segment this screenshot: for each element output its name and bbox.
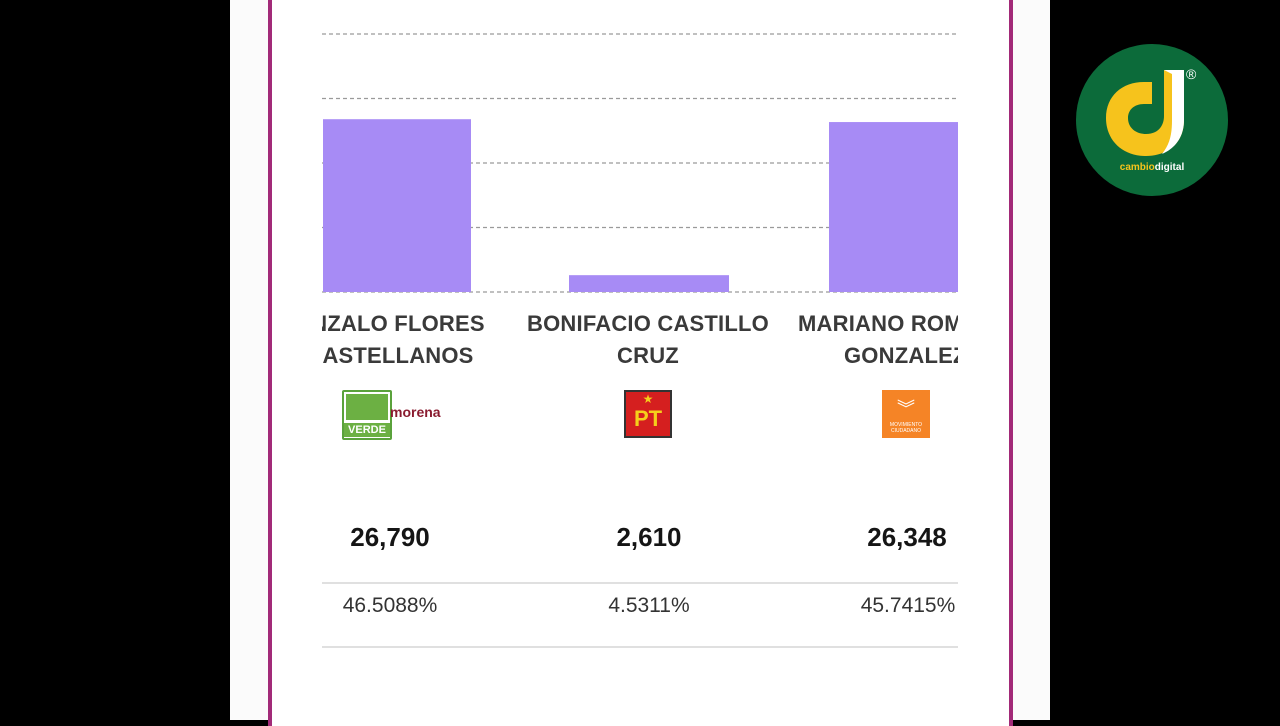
brand-wordmark-b: digital <box>1154 162 1185 173</box>
mc-logo: ︾ MOVIMIENTO CIUDADANO <box>882 390 930 438</box>
mc-logo-text: MOVIMIENTO CIUDADANO <box>889 422 923 434</box>
votes-3: 26,348 <box>867 522 947 552</box>
bar-3 <box>829 122 958 293</box>
registered-mark: ® <box>1186 66 1197 82</box>
chart-viewport: NZALO FLORES ASTELLANOS BONIFACIO CASTIL… <box>322 0 958 720</box>
toucan-icon <box>346 394 388 420</box>
bar-1 <box>323 119 471 292</box>
brand-wordmark-a: cambio <box>1119 162 1155 173</box>
candidate-name-3-line2: GONZALEZ <box>844 343 958 368</box>
candidate-name-1: NZALO FLORES ASTELLANOS <box>322 308 528 372</box>
pt-logo: ★ PT <box>624 390 672 438</box>
votes-2: 2,610 <box>616 522 682 552</box>
bar-2 <box>569 275 729 292</box>
bar-chart <box>322 33 958 293</box>
candidate-name-1-line1: NZALO FLORES <box>322 311 485 336</box>
morena-logo-text: morena <box>390 404 441 420</box>
candidate-name-2: BONIFACIO CASTILLO CRUZ <box>518 308 778 372</box>
cd-logo-icon <box>1106 70 1184 156</box>
star-icon: ★ <box>642 392 654 406</box>
percent-3: 45.7415% <box>860 594 956 617</box>
row-divider-bottom <box>322 646 958 648</box>
eagle-icon: ︾ <box>897 399 915 419</box>
verde-logo-text: VERDE <box>344 423 390 437</box>
brand-wordmark: cambiodigital <box>1076 162 1228 173</box>
verde-logo: VERDE <box>342 390 392 440</box>
candidate-name-3-line1: MARIANO ROM <box>798 311 958 336</box>
brand-logo: cambiodigital <box>1076 44 1228 196</box>
candidate-name-1-line2: ASTELLANOS <box>322 343 474 368</box>
row-divider <box>322 582 958 584</box>
pt-logo-text: PT <box>633 406 663 431</box>
candidate-name-2-line1: BONIFACIO CASTILLO <box>527 311 769 336</box>
percent-2: 4.5311% <box>608 594 690 617</box>
candidate-name-2-line2: CRUZ <box>617 343 679 368</box>
candidate-name-3: MARIANO ROM GONZALEZ <box>798 308 958 372</box>
percent-1: 46.5088% <box>342 594 438 617</box>
votes-1: 26,790 <box>350 522 430 552</box>
